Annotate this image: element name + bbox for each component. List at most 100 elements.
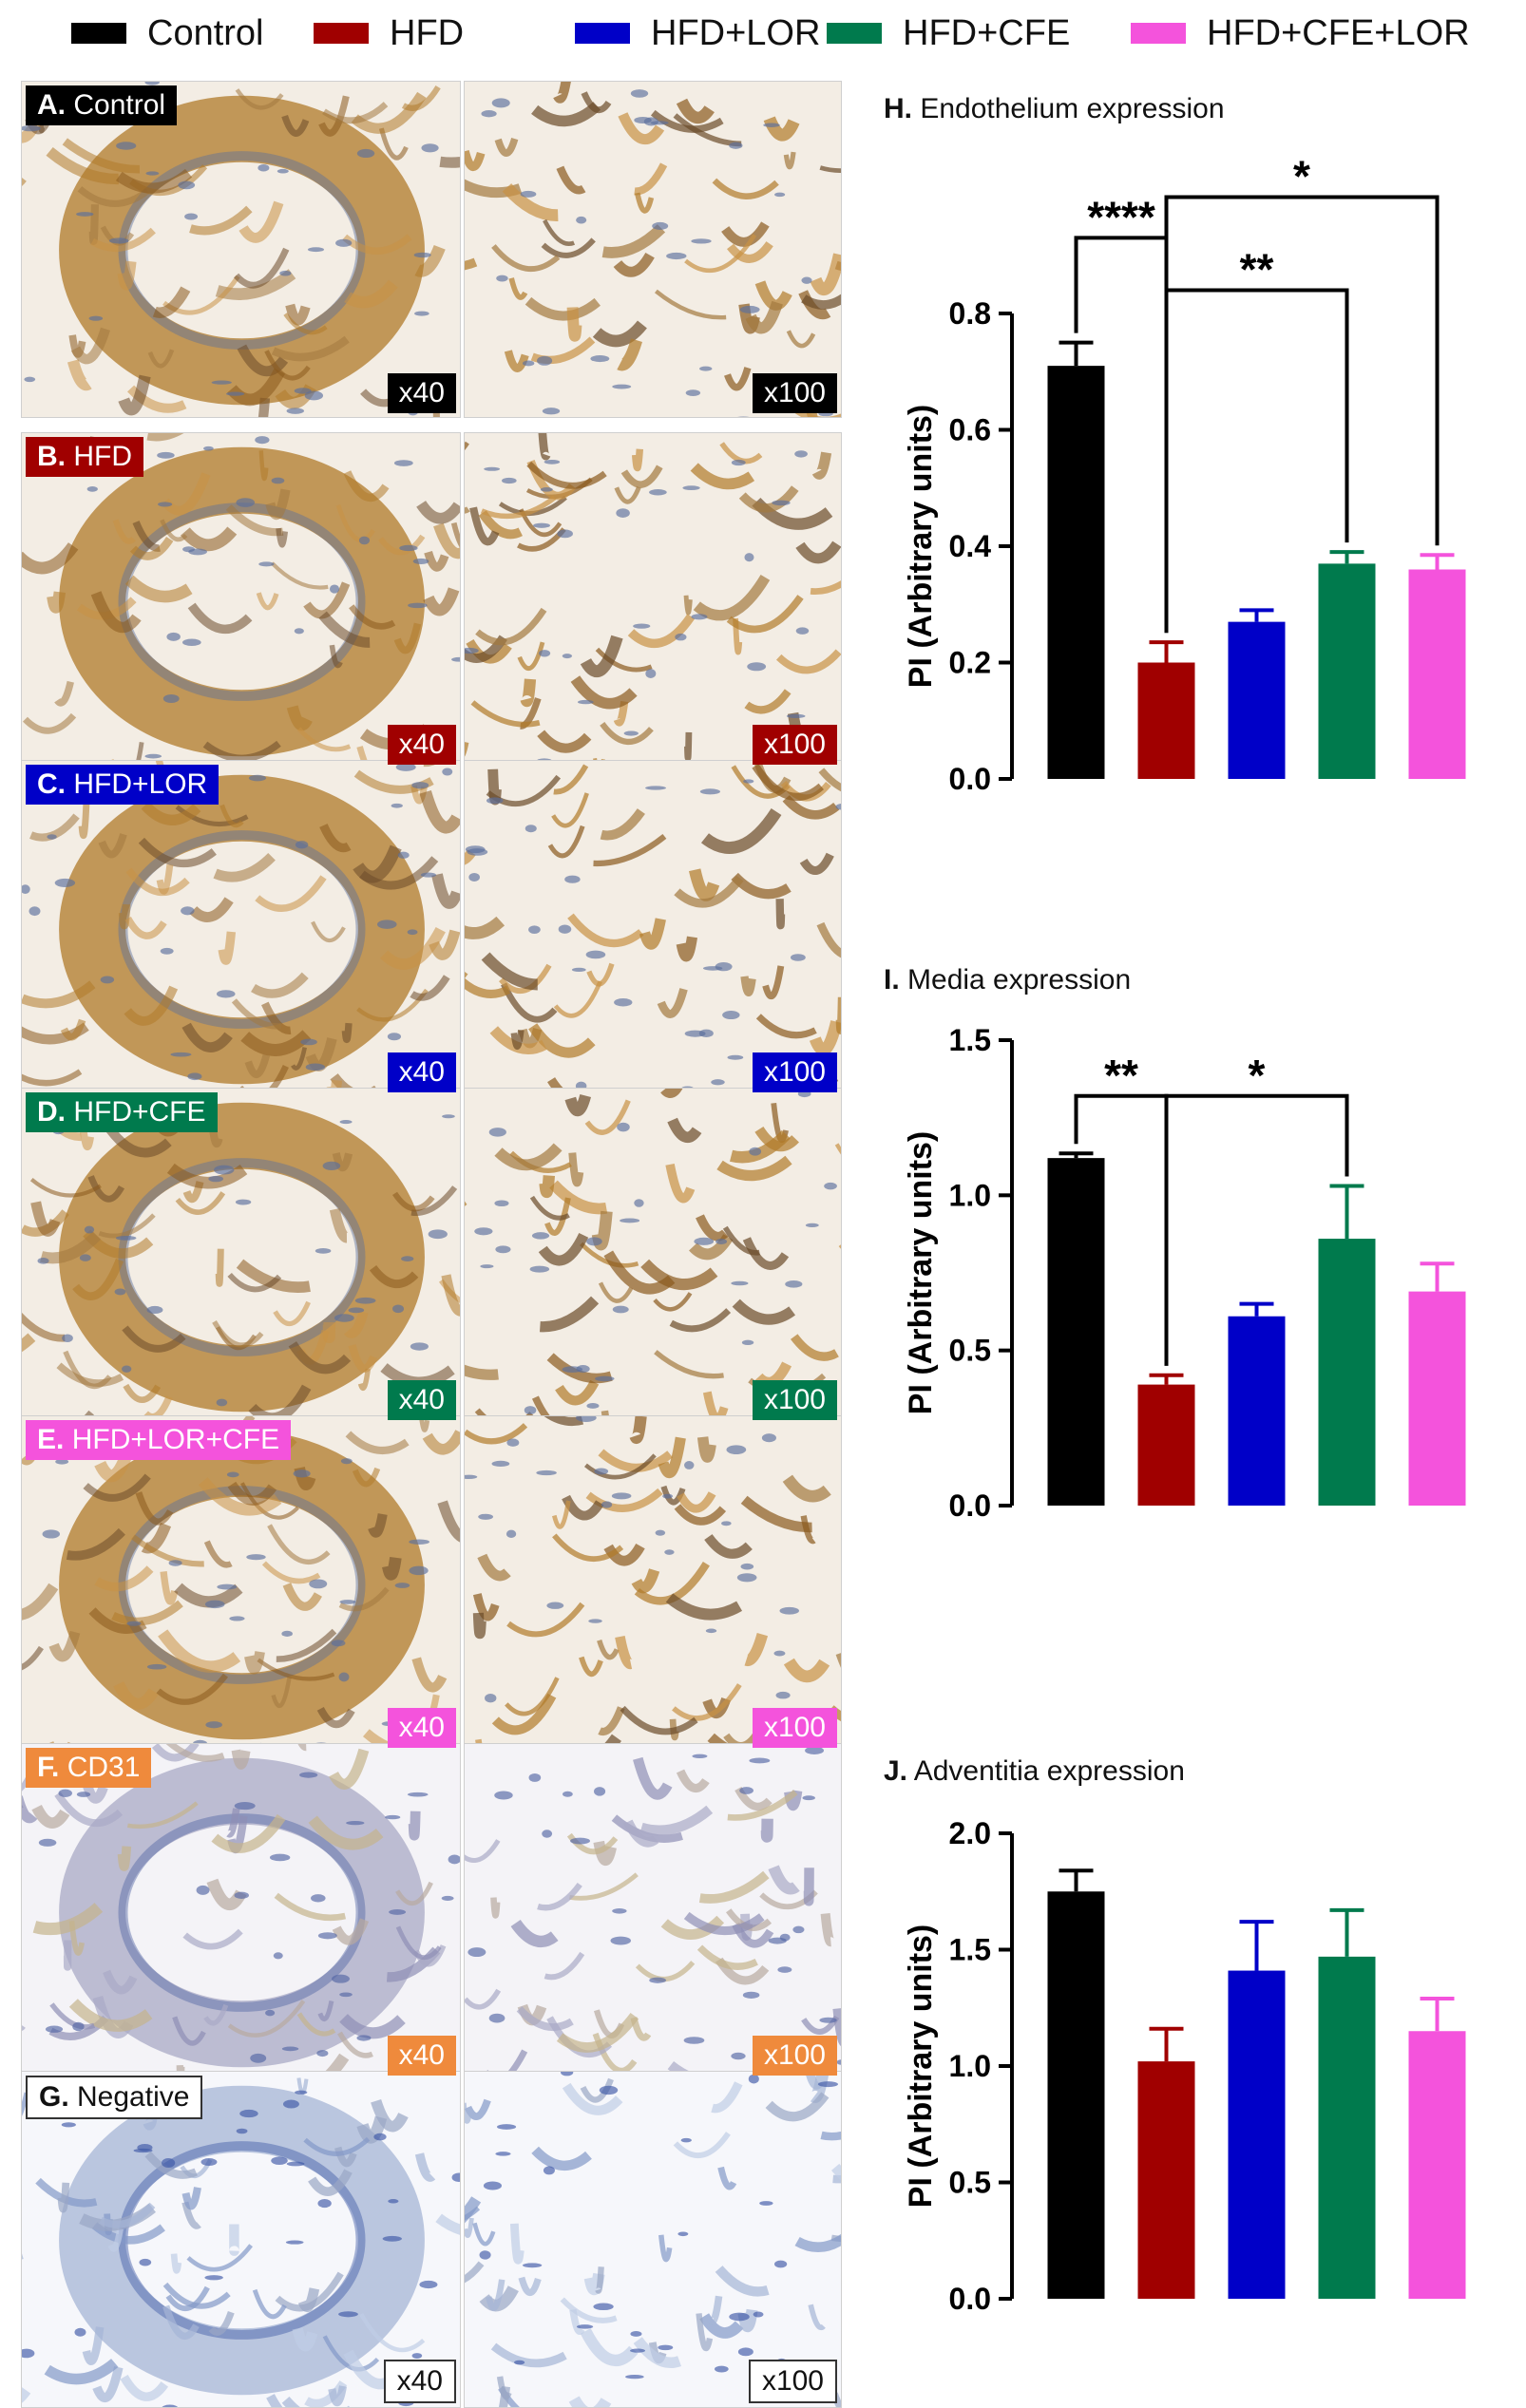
bar-hfd-cfe-lor — [1408, 1291, 1466, 1506]
panel-group-name: HFD+LOR+CFE — [71, 1424, 280, 1455]
panel-label: F. CD31 — [26, 1748, 152, 1788]
tissue-image — [22, 761, 460, 1096]
tissue-image — [22, 433, 460, 768]
panel-label: A. Control — [26, 85, 178, 125]
micrograph-panel: x100 — [464, 81, 842, 418]
panel-label: E. HFD+LOR+CFE — [26, 1420, 292, 1460]
panel-letter: F. — [37, 1752, 60, 1783]
legend-item: HFD+LOR — [575, 9, 820, 57]
panel-label: C. HFD+LOR — [26, 765, 219, 805]
bar-control — [1047, 1158, 1105, 1506]
magnification-label: x100 — [752, 725, 837, 765]
bar-hfd-cfe-lor — [1408, 569, 1466, 779]
bar-hfd — [1137, 1384, 1195, 1506]
y-tick-label: 0.0 — [949, 762, 991, 796]
micrograph-panel: x100 — [464, 2071, 842, 2408]
tissue-image — [22, 2077, 460, 2407]
magnification-label: x40 — [383, 2360, 456, 2403]
panel-letter: A. — [37, 89, 66, 121]
magnification-label: x40 — [387, 373, 456, 413]
panel-label: D. HFD+CFE — [26, 1092, 218, 1132]
magnification-label: x40 — [387, 725, 456, 765]
chart-title-text: Media expression — [907, 964, 1132, 995]
y-tick-label: 0.8 — [949, 296, 991, 331]
tissue-image — [22, 82, 460, 417]
micrograph-panel: B. HFD x40 — [21, 432, 461, 769]
legend: Control HFD HFD+LOR HFD+CFE HFD+CFE+LOR — [0, 0, 1526, 66]
bar-hfd — [1137, 2061, 1195, 2299]
magnification-label: x40 — [387, 1380, 456, 1420]
panel-group-name: Negative — [77, 2081, 190, 2113]
panel-letter: G. — [39, 2081, 69, 2113]
bar-control — [1047, 366, 1105, 779]
legend-swatch — [827, 23, 882, 44]
micrograph-panel: F. CD31 x40 — [21, 1743, 461, 2080]
tissue-image — [465, 1416, 841, 1752]
tissue-image — [465, 82, 841, 417]
significance-bracket — [1164, 1093, 1349, 1366]
y-tick-label: 1.5 — [949, 1023, 991, 1057]
tissue-image — [465, 2072, 841, 2407]
tissue-image — [465, 1746, 841, 2079]
y-tick-label: 0.4 — [949, 529, 992, 563]
chart-title: I. Media expression — [884, 964, 1131, 996]
significance-label: * — [1293, 152, 1310, 201]
panel-group-name: Control — [73, 89, 166, 121]
magnification-label: x100 — [752, 1708, 837, 1748]
chart-title-letter: J. — [884, 1755, 908, 1787]
bar-hfd-lor — [1228, 621, 1286, 779]
micrograph-panel: x100 — [464, 432, 842, 769]
legend-swatch — [71, 23, 126, 44]
significance-label: ** — [1240, 245, 1274, 294]
magnification-label: x40 — [387, 2036, 456, 2076]
significance-label: ** — [1104, 1051, 1138, 1100]
bar-hfd-lor — [1228, 1316, 1286, 1506]
legend-item: HFD+CFE+LOR — [1131, 9, 1470, 57]
bar-chart: 0.00.20.40.60.8PI (Arbitrary units)*****… — [903, 152, 1466, 796]
micrograph-panel: A. Control x40 — [21, 81, 461, 418]
y-tick-label: 0.5 — [949, 1334, 991, 1368]
panel-group-name: HFD — [73, 441, 132, 472]
y-tick-label: 0.5 — [949, 2166, 991, 2200]
bar-hfd — [1137, 662, 1195, 779]
y-tick-label: 1.0 — [949, 2049, 991, 2083]
legend-label: Control — [147, 12, 264, 53]
bar-hfd-cfe-lor — [1408, 2031, 1466, 2299]
significance-label: * — [1249, 1051, 1266, 1100]
chart-title: H. Endothelium expression — [884, 93, 1225, 125]
micrograph-panel: C. HFD+LOR x40 — [21, 760, 461, 1097]
bar-chart: 0.0 0.5 1.0 1.5 2.0 PI (Arbitrary units) — [903, 1816, 1466, 2316]
bar-control — [1047, 1891, 1105, 2299]
bar-chart: 0.00.51.01.5PI (Arbitrary units)** * — [903, 1023, 1466, 1523]
chart-title-text: Endothelium expression — [920, 93, 1225, 124]
panel-group-name: HFD+CFE — [73, 1096, 206, 1128]
chart-title: J. Adventitia expression — [884, 1755, 1185, 1788]
micrograph-panel: x100 — [464, 1743, 842, 2080]
tissue-image — [465, 761, 841, 1096]
legend-swatch — [575, 23, 630, 44]
magnification-label: x40 — [387, 1052, 456, 1092]
magnification-label: x100 — [752, 373, 837, 413]
legend-item: Control — [71, 9, 264, 57]
tissue-image — [465, 433, 841, 768]
y-tick-label: 1.5 — [949, 1933, 991, 1967]
legend-label: HFD — [390, 12, 465, 53]
panel-group-name: CD31 — [67, 1752, 141, 1783]
bar-hfd-cfe — [1318, 563, 1376, 779]
panel-label: B. HFD — [26, 437, 143, 477]
magnification-label: x100 — [748, 2360, 837, 2403]
bar-hfd-lor — [1228, 1970, 1286, 2299]
magnification-label: x100 — [752, 2036, 837, 2076]
bar-hfd-cfe — [1318, 1956, 1376, 2299]
legend-item: HFD+CFE — [827, 9, 1070, 57]
micrograph-panel: x100 — [464, 1088, 842, 1425]
legend-label: HFD+CFE+LOR — [1207, 12, 1470, 53]
chart-title-letter: H. — [884, 93, 912, 124]
magnification-label: x100 — [752, 1380, 837, 1420]
legend-label: HFD+LOR — [651, 12, 821, 53]
micrograph-panel: x100 — [464, 760, 842, 1097]
y-tick-label: 2.0 — [949, 1816, 991, 1850]
legend-swatch — [1131, 23, 1186, 44]
magnification-label: x40 — [387, 1708, 456, 1748]
panel-label: G. Negative — [26, 2076, 203, 2119]
